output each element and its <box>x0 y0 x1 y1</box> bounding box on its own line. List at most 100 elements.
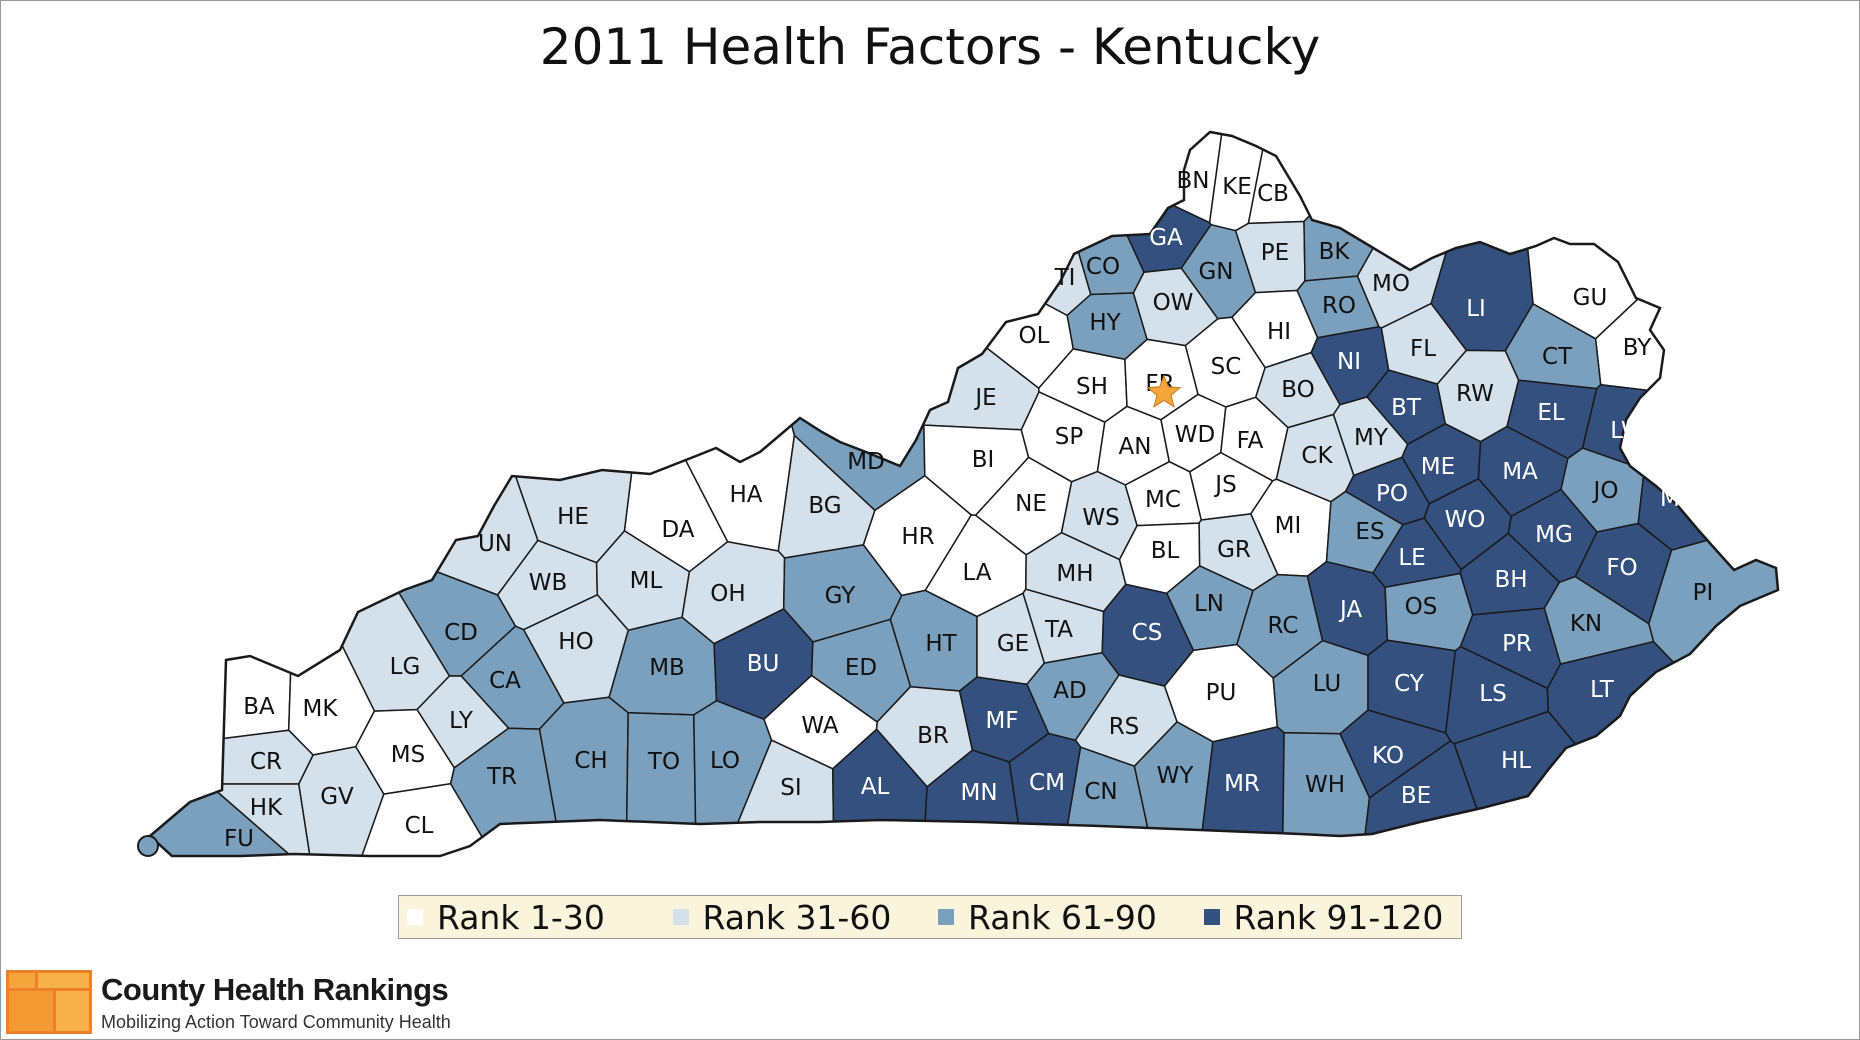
county-label-ws: WS <box>1082 505 1119 531</box>
county-label-ne: NE <box>1015 491 1047 517</box>
county-label-al: AL <box>861 774 890 800</box>
county-label-wo: WO <box>1445 507 1486 533</box>
county-pi <box>1648 513 1778 795</box>
county-label-cd: CD <box>444 620 478 646</box>
county-label-mb: MB <box>649 655 685 681</box>
county-label-mi: MI <box>1275 513 1302 539</box>
county-label-lt: LT <box>1590 677 1615 703</box>
county-label-rw: RW <box>1456 381 1494 407</box>
county-label-cy: CY <box>1394 671 1425 697</box>
county-label-le: LE <box>1398 545 1425 571</box>
county-label-je: JE <box>973 385 996 411</box>
county-label-ml: ML <box>630 568 663 594</box>
county-label-hl: HL <box>1501 748 1531 774</box>
county-label-ol: OL <box>1019 323 1050 349</box>
county-label-cm: CM <box>1029 770 1065 796</box>
county-un <box>150 132 539 596</box>
county-label-mg: MG <box>1535 522 1573 548</box>
county-label-ma: MA <box>1502 459 1538 485</box>
county-cr <box>150 729 314 785</box>
county-label-hr: HR <box>901 524 934 550</box>
county-label-ha: HA <box>729 482 762 508</box>
county-label-by: BY <box>1623 335 1653 361</box>
county-label-cb: CB <box>1257 181 1289 207</box>
legend-item-rank-61-90: Rank 61-90 <box>938 898 1196 937</box>
legend-swatch <box>1203 909 1220 925</box>
county-label-da: DA <box>661 517 694 543</box>
county-md <box>701 132 926 512</box>
county-label-oh: OH <box>710 581 745 607</box>
county-label-bn: BN <box>1177 168 1210 194</box>
county-label-cr: CR <box>250 749 282 775</box>
county-label-lw: LW <box>1610 418 1643 444</box>
county-label-wh: WH <box>1305 772 1345 798</box>
county-label-tr: TR <box>486 764 517 790</box>
county-label-el: EL <box>1537 400 1565 426</box>
county-label-ni: NI <box>1337 349 1361 375</box>
county-label-mn: MN <box>960 780 997 806</box>
county-bn <box>1030 132 1228 224</box>
county-label-sp: SP <box>1055 424 1084 450</box>
county-label-hy: HY <box>1089 310 1121 336</box>
star-icon <box>1146 374 1182 408</box>
county-label-ms: MS <box>391 742 425 768</box>
county-label-si: SI <box>780 775 801 801</box>
county-gu <box>1512 132 1778 340</box>
county-label-rs: RS <box>1109 714 1140 740</box>
county-label-my: MY <box>1354 425 1389 451</box>
legend-label: Rank 31-60 <box>702 897 892 937</box>
county-label-cs: CS <box>1132 620 1163 646</box>
org-name: County Health Rankings <box>101 972 449 1007</box>
county-label-ls: LS <box>1479 681 1506 707</box>
county-ch <box>538 696 629 856</box>
county-label-sh: SH <box>1076 374 1108 400</box>
county-label-gu: GU <box>1573 285 1608 311</box>
county-label-ck: CK <box>1301 443 1333 469</box>
county-label-ta: TA <box>1044 617 1073 643</box>
county-label-mc: MC <box>1145 487 1181 513</box>
county-label-pr: PR <box>1502 631 1532 657</box>
county-label-md: MD <box>847 449 885 475</box>
county-label-mh: MH <box>1056 561 1093 587</box>
county-label-gr: GR <box>1217 537 1251 563</box>
county-label-bo: BO <box>1281 377 1314 403</box>
county-label-me: ME <box>1421 454 1455 480</box>
county-label-an: AN <box>1119 434 1152 460</box>
county-label-ad: AD <box>1053 678 1086 704</box>
county-label-ct: CT <box>1542 344 1573 370</box>
county-health-rankings-logo <box>6 970 92 1034</box>
county-label-sc: SC <box>1211 354 1242 380</box>
county-label-mo: MO <box>1372 271 1410 297</box>
county-label-co: CO <box>1086 254 1120 280</box>
legend-item-rank-91-120: Rank 91-120 <box>1203 898 1462 937</box>
county-label-bk: BK <box>1319 239 1351 265</box>
county-label-ca: CA <box>489 668 521 694</box>
county-label-bh: BH <box>1494 567 1527 593</box>
county-label-ho: HO <box>558 629 593 655</box>
county-label-fa: FA <box>1237 428 1264 454</box>
county-label-gy: GY <box>825 583 857 609</box>
county-label-un: UN <box>478 531 512 557</box>
county-label-mf: MF <box>985 708 1018 734</box>
county-label-be: BE <box>1401 783 1431 809</box>
county-label-ed: ED <box>845 655 877 681</box>
county-label-ba: BA <box>243 694 275 720</box>
map-title: 2011 Health Factors - Kentucky <box>539 18 1321 76</box>
county-ol <box>767 154 1074 389</box>
legend-swatch <box>672 909 689 925</box>
county-label-ja: JA <box>1338 597 1362 623</box>
county-label-la: LA <box>962 560 991 586</box>
county-label-hk: HK <box>250 795 283 821</box>
county-ti <box>716 132 1092 317</box>
county-label-lo: LO <box>710 748 740 774</box>
county-label-cn: CN <box>1084 779 1117 805</box>
county-lt <box>1546 640 1778 856</box>
county-label-bi: BI <box>972 447 995 473</box>
legend-item-rank-1-30: Rank 1-30 <box>407 898 665 937</box>
county-label-ke: KE <box>1222 174 1252 200</box>
county-label-mk: MK <box>303 696 339 722</box>
county-label-ge: GE <box>997 631 1029 657</box>
county-label-ro: RO <box>1322 293 1356 319</box>
county-label-ln: LN <box>1194 591 1224 617</box>
island-shape <box>137 835 159 857</box>
